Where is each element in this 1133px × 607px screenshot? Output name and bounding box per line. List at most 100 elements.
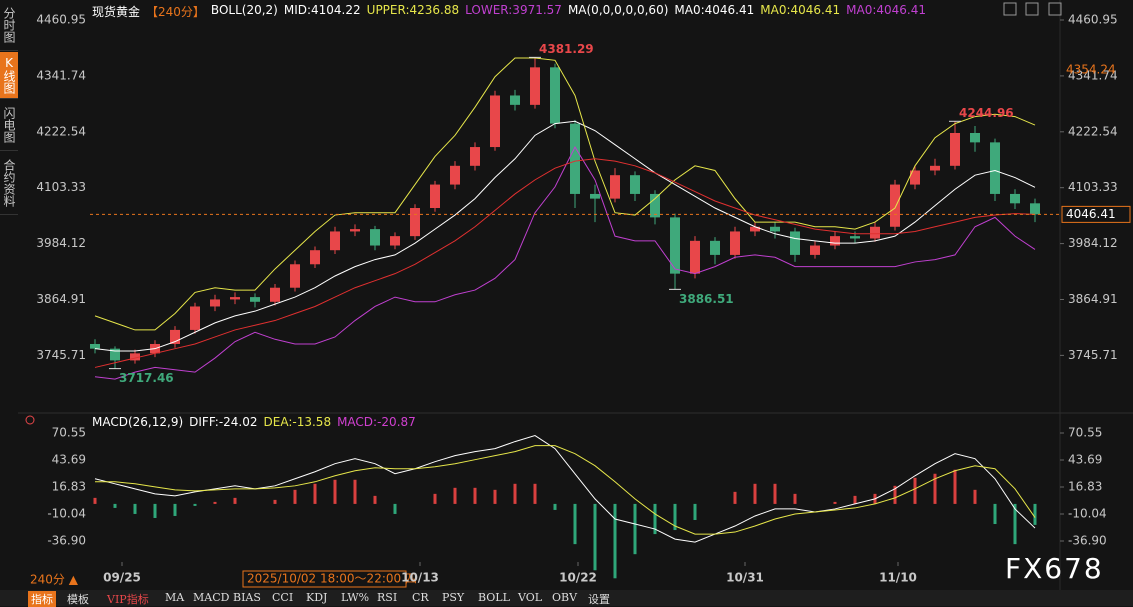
candle-body xyxy=(450,166,460,185)
candle-body xyxy=(970,133,980,142)
legend-item: MA0:4046.41 xyxy=(674,3,754,20)
y-tick-label-right: -10.04 xyxy=(1068,507,1107,521)
macd-bar xyxy=(854,496,857,504)
indicator-tab[interactable]: LW% xyxy=(341,591,369,604)
extreme-label: 4381.29 xyxy=(539,42,594,56)
legend-item: MACD:-20.87 xyxy=(337,415,416,429)
cursor-time: 2025/10/02 18:00～22:00 四 xyxy=(247,572,417,586)
legend-item: DIFF:-24.02 xyxy=(189,415,257,429)
window-button[interactable] xyxy=(1026,3,1038,15)
macd-bar xyxy=(94,498,97,504)
indicator-name: MACD(26,12,9) xyxy=(92,415,183,429)
x-tick-label: 09/25 xyxy=(103,571,141,585)
indicator-tab[interactable]: PSY xyxy=(442,591,464,604)
macd-bar xyxy=(954,470,957,504)
macd-bar xyxy=(734,492,737,504)
y-tick-label-right: 3864.91 xyxy=(1068,292,1118,306)
y-tick-label: 43.69 xyxy=(52,452,86,466)
indicator-tab[interactable]: 指标 xyxy=(28,591,56,607)
candle-body xyxy=(490,95,500,147)
sidebar-tab[interactable]: K线图 xyxy=(0,52,18,99)
y-tick-label: 3984.12 xyxy=(36,236,86,250)
candle-body xyxy=(850,236,860,238)
macd-bar xyxy=(434,494,437,504)
candle-body xyxy=(650,194,660,217)
last-price: 4046.41 xyxy=(1066,207,1116,221)
macd-bar xyxy=(134,504,137,514)
y-tick-label: 4460.95 xyxy=(36,13,86,27)
window-button[interactable] xyxy=(1049,3,1061,15)
candle-body xyxy=(530,67,540,105)
indicator-tab[interactable]: MA xyxy=(165,591,184,604)
indicator-tab[interactable]: BOLL xyxy=(478,591,510,604)
x-tick-label: 10/31 xyxy=(726,571,764,585)
macd-bar xyxy=(594,504,597,570)
sidebar-tab[interactable]: 分时图 xyxy=(0,0,18,51)
candle-body xyxy=(950,133,960,166)
legend-item: MA0:4046.41 xyxy=(846,3,926,20)
macd-bar xyxy=(294,490,297,504)
indicator-tab[interactable]: KDJ xyxy=(306,591,327,604)
window-button[interactable] xyxy=(1004,3,1016,15)
x-tick-label: 10/22 xyxy=(559,571,597,585)
macd-bar xyxy=(914,478,917,504)
y-tick-label-right: 3984.12 xyxy=(1068,236,1118,250)
candle-body xyxy=(230,297,240,299)
candle-body xyxy=(350,229,360,231)
macd-bar xyxy=(454,488,457,504)
indicator-tab[interactable]: CR xyxy=(412,591,429,604)
indicator-tab[interactable]: MACD xyxy=(193,591,229,604)
extreme-label: 3886.51 xyxy=(679,292,734,306)
candle-body xyxy=(710,241,720,255)
y-tick-label-right: 4103.33 xyxy=(1068,180,1118,194)
indicator-tab[interactable]: 设置 xyxy=(588,591,610,607)
candle-body xyxy=(1030,203,1040,214)
macd-legend: MACD(26,12,9)DIFF:-24.02DEA:-13.58MACD:-… xyxy=(92,415,416,429)
candle-body xyxy=(570,124,580,194)
indicator-tab[interactable]: 模板 xyxy=(67,591,89,607)
macd-bar xyxy=(274,500,277,504)
candle-body xyxy=(190,306,200,329)
candle-body xyxy=(670,217,680,273)
indicator-tab[interactable]: CCI xyxy=(272,591,293,604)
candle-body xyxy=(730,231,740,254)
x-tick-label: 10/13 xyxy=(401,571,439,585)
macd-bar xyxy=(174,504,177,516)
macd-bar xyxy=(614,504,617,578)
indicator-tab[interactable]: VOL xyxy=(518,591,542,604)
candle-body xyxy=(610,175,620,198)
y-tick-label: -36.90 xyxy=(47,534,86,548)
sidebar-tab[interactable]: 合约资料 xyxy=(0,152,18,215)
indicator-tab[interactable]: OBV xyxy=(552,591,577,604)
indicator-tab[interactable]: RSI xyxy=(377,591,397,604)
candle-body xyxy=(930,166,940,171)
y-tick-label-right: 3745.71 xyxy=(1068,348,1118,362)
period-label[interactable]: 240分 ▲ xyxy=(30,573,79,587)
macd-bar xyxy=(554,504,557,510)
macd-bar xyxy=(774,484,777,504)
macd-bar xyxy=(114,504,117,508)
y-tick-label-right: 4222.54 xyxy=(1068,124,1118,138)
macd-bar xyxy=(754,484,757,504)
indicator-icon[interactable] xyxy=(26,416,34,424)
sidebar-tab[interactable]: 闪电图 xyxy=(0,100,18,151)
macd-bar xyxy=(494,490,497,504)
indicator-line xyxy=(95,147,1035,379)
macd-bar xyxy=(834,502,837,504)
macd-bar xyxy=(794,494,797,504)
watermark: FX678 xyxy=(1005,552,1104,585)
indicator-tab[interactable]: BIAS xyxy=(233,591,261,604)
macd-bar xyxy=(474,488,477,504)
candle-body xyxy=(90,344,100,349)
macd-bar xyxy=(1034,504,1037,525)
macd-bar xyxy=(534,484,537,504)
y-tick-label: -10.04 xyxy=(47,507,86,521)
candle-body xyxy=(210,299,220,306)
indicator-tab[interactable]: VIP指标 xyxy=(107,591,149,607)
indicator-line xyxy=(95,121,1035,351)
legend-item: LOWER:3971.57 xyxy=(465,3,562,20)
legend-item: MA0:4046.41 xyxy=(760,3,840,20)
macd-bar xyxy=(394,504,397,514)
candle-body xyxy=(470,147,480,166)
